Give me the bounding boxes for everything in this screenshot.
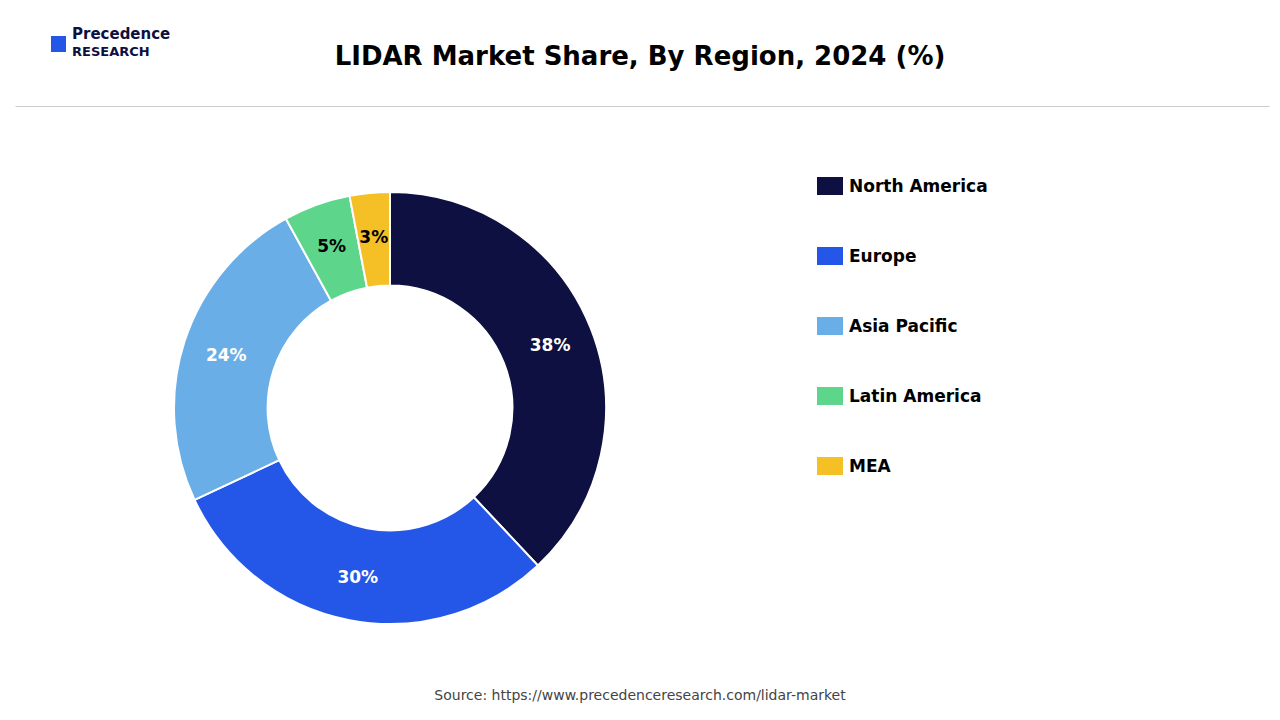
svg-text:24%: 24% (206, 345, 247, 365)
svg-text:North America: North America (849, 176, 988, 196)
svg-text:Precedence: Precedence (72, 25, 170, 43)
svg-text:Source: https://www.precedence: Source: https://www.precedenceresearch.c… (434, 687, 846, 703)
svg-text:Asia Pacific: Asia Pacific (849, 316, 958, 336)
svg-text:5%: 5% (317, 236, 346, 256)
svg-text:LIDAR Market Share, By Region,: LIDAR Market Share, By Region, 2024 (%) (335, 41, 946, 71)
svg-text:MEA: MEA (849, 456, 892, 476)
svg-text:Latin America: Latin America (849, 386, 981, 406)
svg-text:RESEARCH: RESEARCH (72, 44, 150, 59)
svg-text:3%: 3% (359, 227, 388, 247)
svg-text:30%: 30% (337, 567, 378, 587)
svg-text:Europe: Europe (849, 246, 916, 266)
svg-text:38%: 38% (530, 335, 571, 355)
